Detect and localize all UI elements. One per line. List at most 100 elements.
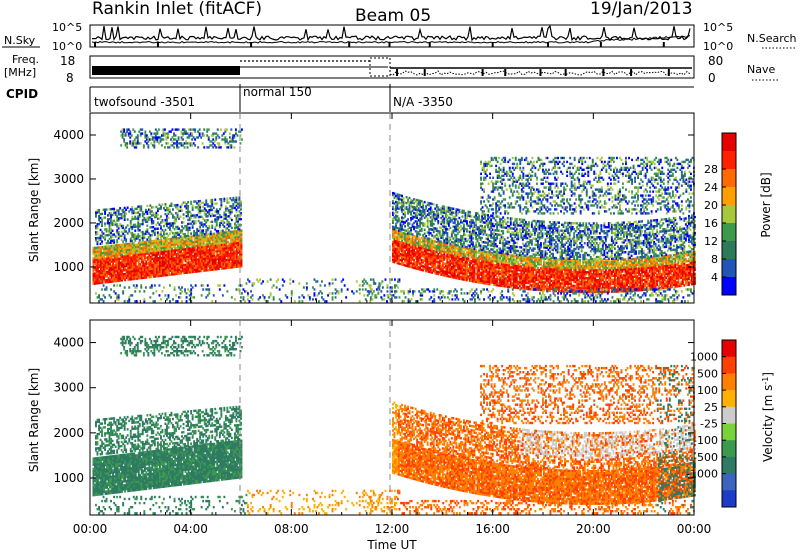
data-cell: [385, 278, 387, 280]
data-cell: [321, 292, 323, 294]
data-cell: [128, 286, 130, 288]
data-cell: [226, 290, 228, 292]
data-cell: [241, 138, 243, 140]
data-cell: [359, 292, 361, 294]
data-cell: [273, 284, 275, 286]
data-cell: [318, 300, 320, 302]
data-cell: [106, 286, 108, 288]
data-cell: [362, 288, 364, 290]
data-cell: [182, 138, 184, 140]
nsky-right-bottom-tick: 10^0: [703, 40, 733, 53]
data-cell: [383, 298, 385, 300]
data-cell: [177, 300, 179, 302]
data-cell: [162, 203, 164, 205]
data-cell: [306, 286, 308, 288]
data-cell: [317, 280, 319, 282]
data-cell: [219, 288, 221, 290]
data-cell: [144, 130, 146, 132]
data-cell: [116, 284, 118, 286]
nsearch-label: N.Search: [747, 32, 797, 45]
data-cell: [203, 146, 205, 148]
station-title: Rankin Inlet (fitACF): [92, 0, 262, 19]
data-cell: [289, 282, 291, 284]
data-cell: [380, 282, 382, 284]
data-cell: [229, 223, 231, 225]
data-cell: [218, 136, 220, 138]
data-cell: [338, 290, 340, 292]
data-cell: [217, 210, 219, 212]
freq-top-tick: 18: [60, 54, 75, 68]
data-cell: [353, 292, 355, 294]
data-cell: [187, 205, 189, 207]
data-cell: [279, 288, 281, 290]
data-cell: [190, 201, 192, 203]
data-cell: [365, 288, 367, 290]
data-cell: [205, 199, 207, 201]
data-cell: [151, 234, 153, 236]
data-cell: [160, 231, 162, 233]
data-cell: [97, 241, 99, 243]
data-cell: [160, 225, 162, 227]
data-cell: [174, 228, 176, 230]
data-cell: [183, 217, 185, 219]
data-cell: [241, 284, 243, 286]
data-cell: [399, 278, 401, 280]
nsky-left-top-tick: 10^5: [52, 21, 82, 34]
data-cell: [139, 213, 141, 215]
data-cell: [342, 278, 344, 280]
data-cell: [154, 284, 156, 286]
data-cell: [228, 229, 230, 231]
data-cell: [208, 136, 210, 138]
data-cell: [189, 227, 191, 229]
data-cell: [134, 130, 136, 132]
data-cell: [220, 146, 222, 148]
data-cell: [186, 296, 188, 298]
data-cell: [203, 128, 205, 130]
data-cell: [387, 290, 389, 292]
data-cell: [169, 284, 171, 286]
data-cell: [165, 203, 167, 205]
data-cell: [391, 286, 393, 288]
data-cell: [149, 296, 151, 298]
data-cell: [143, 144, 145, 146]
data-cell: [370, 288, 372, 290]
data-cell: [202, 284, 204, 286]
data-cell: [126, 142, 128, 144]
data-cell: [356, 280, 358, 282]
data-cell: [199, 204, 201, 206]
data-cell: [127, 232, 129, 234]
data-cell: [306, 282, 308, 284]
data-cell: [320, 284, 322, 286]
data-cell: [141, 128, 143, 130]
data-cell: [146, 238, 148, 240]
data-cell: [359, 284, 361, 286]
data-cell: [124, 300, 126, 302]
data-cell: [231, 227, 233, 229]
data-cell: [202, 142, 204, 144]
nsky-right-top-tick: 10^5: [703, 21, 733, 34]
data-cell: [157, 228, 159, 230]
data-cell: [184, 146, 186, 148]
data-cell: [118, 209, 120, 211]
data-cell: [130, 220, 132, 222]
data-cell: [124, 234, 126, 236]
data-cell: [259, 278, 261, 280]
data-cell: [199, 128, 201, 130]
data-cell: [143, 290, 145, 292]
data-cell: [223, 198, 225, 200]
data-cell: [231, 219, 233, 221]
data-cell: [291, 290, 293, 292]
data-cell: [181, 210, 183, 212]
data-cell: [178, 136, 180, 138]
data-cell: [122, 225, 124, 227]
data-cell: [125, 213, 127, 215]
data-cell: [210, 231, 212, 233]
data-cell: [277, 278, 279, 280]
data-cell: [180, 296, 182, 298]
data-cell: [147, 144, 149, 146]
data-cell: [403, 300, 405, 302]
data-cell: [162, 290, 164, 292]
data-cell: [240, 218, 242, 220]
data-cell: [113, 208, 115, 210]
data-cell: [321, 280, 323, 282]
